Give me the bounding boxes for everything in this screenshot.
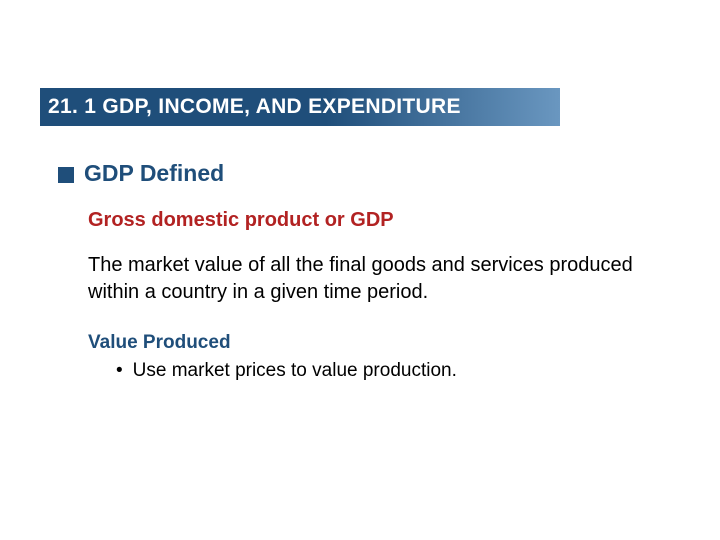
- definition-text: The market value of all the final goods …: [88, 252, 660, 306]
- section-title-text: 21. 1 GDP, INCOME, AND EXPENDITURE: [48, 95, 461, 119]
- value-produced-label: Value Produced: [88, 332, 660, 354]
- sub-block: Gross domestic product or GDP The market…: [88, 209, 660, 384]
- section-title-bar: 21. 1 GDP, INCOME, AND EXPENDITURE: [40, 88, 560, 126]
- heading-row: GDP Defined: [58, 160, 660, 187]
- subheading-text: Gross domestic product or GDP: [88, 209, 660, 232]
- bullet-text: Use market prices to value production.: [133, 358, 457, 384]
- square-bullet-icon: [58, 167, 74, 183]
- dot-bullet-icon: •: [116, 358, 123, 384]
- slide-content: GDP Defined Gross domestic product or GD…: [58, 160, 660, 384]
- heading-text: GDP Defined: [84, 160, 224, 187]
- bullet-row: • Use market prices to value production.: [116, 358, 660, 384]
